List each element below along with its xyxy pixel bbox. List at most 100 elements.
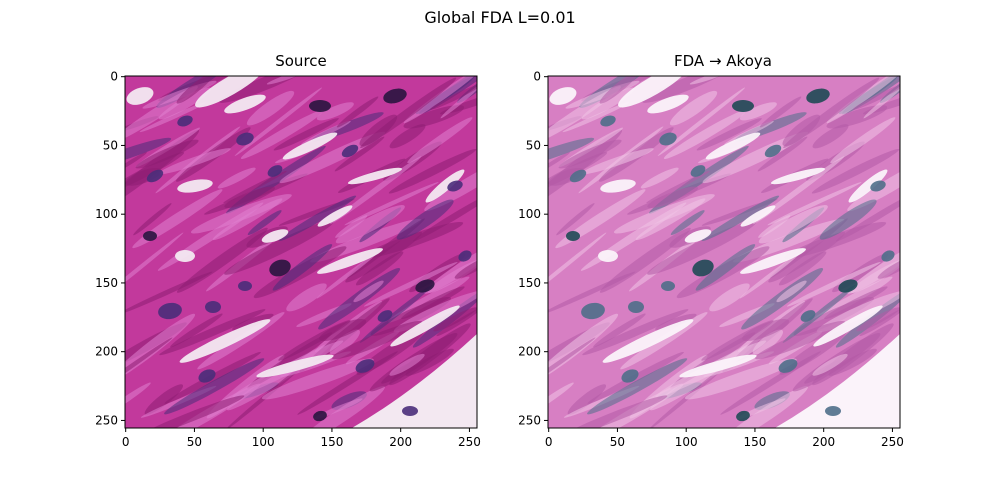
stroma-fiber (863, 84, 900, 119)
lumen-space (848, 169, 888, 203)
lumen-space (813, 305, 883, 347)
stroma-fiber (776, 280, 807, 303)
stroma-fiber (278, 195, 357, 241)
source-tissue-image (125, 76, 477, 428)
cell-nucleus (690, 165, 706, 177)
stroma-fiber (359, 114, 398, 147)
cell-nucleus (158, 302, 182, 320)
stroma-fiber (811, 148, 900, 194)
cell-nucleus (267, 165, 283, 177)
cell-nucleus (355, 359, 375, 373)
stroma-fiber (396, 199, 454, 240)
stroma-fiber (234, 87, 323, 156)
stroma-fiber (826, 76, 900, 124)
stroma-fiber (158, 87, 212, 120)
stroma-fiber (778, 251, 827, 286)
stroma-fiber (767, 181, 862, 226)
stroma-fiber (819, 199, 877, 240)
y-tick-label: 0 (110, 70, 118, 84)
lumen-space (549, 87, 577, 105)
stroma-fiber (363, 261, 458, 307)
lumen-space (126, 87, 154, 105)
x-tick-label: 150 (743, 435, 766, 449)
cell-nucleus (313, 410, 327, 422)
stroma-fiber (286, 283, 327, 312)
stroma-fiber (272, 244, 333, 291)
cell-nucleus (659, 132, 677, 146)
cell-nucleus (881, 250, 895, 262)
stroma-fiber (359, 284, 433, 343)
lumen-space (175, 250, 195, 262)
y-tick-label: 200 (95, 345, 118, 359)
stroma-fiber (642, 76, 734, 103)
source-axis-ticks: 0 50 100 150 200 250 0 50 100 150 200 250 (95, 70, 481, 449)
stroma-fiber (847, 157, 900, 212)
stroma-fiber (701, 195, 780, 241)
stroma-fiber (403, 76, 477, 124)
source-axes-frame (124, 75, 478, 429)
stroma-fiber (830, 117, 896, 164)
stroma-fiber (212, 198, 283, 241)
cell-nucleus (600, 115, 616, 127)
stroma-fiber (240, 109, 324, 159)
stroma-fiber (548, 232, 607, 308)
cell-nucleus (146, 169, 164, 183)
cell-nucleus (383, 88, 407, 104)
stroma-fiber (319, 319, 367, 342)
lumen-space (317, 248, 383, 274)
cell-nucleus (143, 231, 157, 241)
lumen-space (317, 205, 353, 227)
y-tick-label: 200 (518, 345, 541, 359)
stroma-fiber (581, 148, 654, 175)
stroma-fiber (440, 84, 477, 119)
stroma-fiber (454, 254, 477, 279)
stroma-fiber (224, 220, 335, 275)
cell-nucleus (736, 410, 750, 422)
stroma-fiber (702, 131, 809, 184)
lumen-space (602, 319, 694, 363)
panel-title-fda-akoya: FDA → Akoya (674, 52, 772, 70)
lumen-space (224, 94, 266, 114)
stroma-fiber (335, 215, 368, 238)
lumen-space (598, 250, 618, 262)
lumen-space (195, 76, 265, 108)
stroma-fiber (684, 358, 797, 400)
cell-nucleus (458, 250, 472, 262)
stroma-fiber (759, 96, 802, 128)
fda-akoya-tissue-image (548, 76, 900, 428)
stroma-fiber (655, 313, 697, 331)
stroma-fiber (757, 136, 808, 172)
stroma-fiber (164, 358, 265, 415)
cell-nucleus (581, 302, 605, 320)
cell-nucleus (661, 281, 675, 291)
lumen-space (740, 248, 806, 274)
stroma-fiber (646, 170, 710, 204)
cell-nucleus (569, 169, 587, 183)
stroma-fiber (709, 283, 750, 312)
stroma-fiber (159, 309, 266, 356)
cell-nucleus (566, 231, 580, 241)
stroma-fiber (353, 280, 384, 303)
stroma-fiber (389, 353, 425, 376)
lumen-space (684, 229, 712, 243)
cell-nucleus (825, 406, 841, 416)
stroma-fiber (640, 167, 679, 189)
lumen-space (618, 76, 688, 108)
stroma-fiber (812, 124, 849, 149)
stroma-fiber (407, 117, 473, 164)
stroma-fiber (219, 76, 311, 103)
figure-suptitle: Global FDA L=0.01 (424, 8, 576, 27)
stroma-fiber (429, 83, 477, 110)
lumen-space (600, 179, 636, 193)
stroma-fiber (424, 157, 477, 212)
white-region (774, 333, 900, 428)
x-tick-label: 50 (187, 435, 202, 449)
lumen-space (282, 132, 338, 160)
stroma-fiber (696, 118, 762, 151)
stroma-fiber (856, 307, 900, 332)
stroma-fiber (752, 156, 845, 225)
stroma-fiber (370, 296, 451, 336)
lumen-space (740, 205, 776, 227)
y-tick-label: 250 (95, 413, 118, 427)
